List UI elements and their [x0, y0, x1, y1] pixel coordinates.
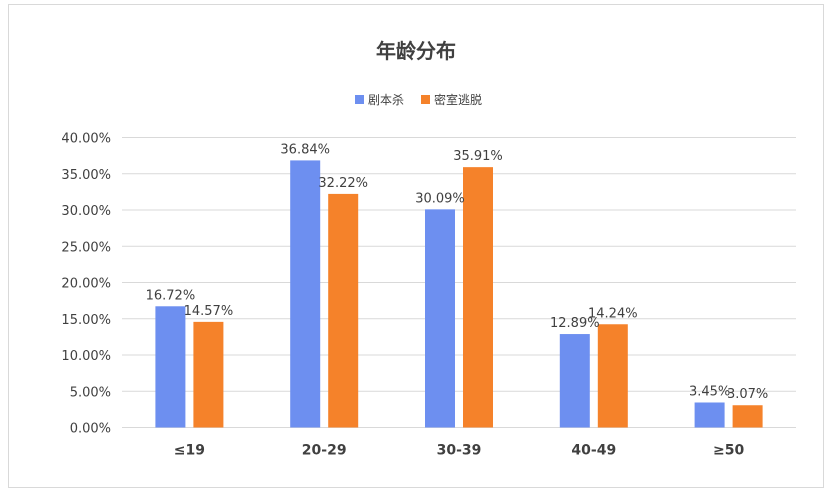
legend: 剧本杀 密室逃脱: [355, 92, 482, 107]
y-tick-label: 25.00%: [61, 240, 111, 255]
y-tick-label: 35.00%: [61, 168, 111, 183]
legend-label-series-1: 剧本杀: [368, 92, 404, 107]
chart-title: 年龄分布: [376, 39, 456, 63]
bar-series-2: [732, 405, 763, 428]
x-category-label: ≥50: [713, 443, 744, 459]
legend-swatch-series-1: [355, 95, 364, 104]
data-label-series-1: 3.45%: [689, 384, 730, 399]
bar-series-2: [597, 324, 628, 428]
y-tick-label: 5.00%: [70, 385, 111, 400]
bars: [155, 160, 763, 428]
bar-series-1: [155, 306, 186, 428]
bar-series-1: [425, 209, 455, 428]
data-label-series-2: 32.22%: [318, 176, 368, 191]
data-label-series-1: 30.09%: [415, 191, 465, 206]
x-category-label: 20-29: [302, 443, 347, 459]
bar-series-2: [463, 167, 493, 428]
y-tick-label: 30.00%: [61, 204, 111, 219]
legend-label-series-2: 密室逃脱: [434, 92, 482, 107]
legend-swatch-series-2: [421, 95, 430, 104]
data-label-series-1: 12.89%: [550, 316, 600, 331]
data-label-series-1: 36.84%: [280, 142, 330, 157]
data-labels: 16.72%14.57% 36.84% 32.22% 30.09% 35.91% 12.8…: [146, 142, 769, 402]
y-axis-ticks: 0.00% 5.00% 10.00% 15.00% 20.00% 25.00% 30.00%…: [61, 132, 111, 437]
bar-series-1: [290, 160, 321, 428]
y-tick-label: 40.00%: [61, 132, 111, 147]
gridlines: [122, 137, 796, 428]
data-label-series-1: 16.72%: [146, 288, 196, 303]
y-tick-label: 0.00%: [70, 422, 111, 437]
bar-series-1: [694, 402, 725, 428]
x-axis-categories: ≤19 20-29 30-39 40-49 ≥50: [174, 443, 745, 459]
data-label-series-2: 14.24%: [588, 306, 638, 321]
bar-series-2: [193, 321, 224, 428]
bar-series-1: [559, 334, 590, 428]
x-category-label: 40-49: [571, 443, 616, 459]
y-tick-label: 10.00%: [61, 349, 111, 364]
data-label-series-2: 35.91%: [453, 149, 503, 164]
y-tick-label: 15.00%: [61, 313, 111, 328]
data-label-series-2: 14.57%: [184, 304, 234, 319]
x-category-label: ≤19: [174, 443, 205, 459]
y-tick-label: 20.00%: [61, 277, 111, 292]
bar-series-2: [328, 193, 359, 428]
data-label-series-2: 3.07%: [727, 387, 768, 402]
x-category-label: 30-39: [437, 443, 482, 459]
